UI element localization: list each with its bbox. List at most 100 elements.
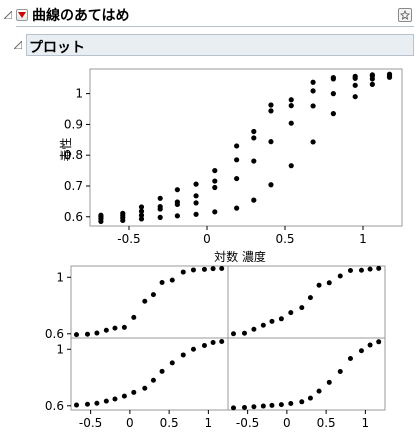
data-point xyxy=(174,187,180,193)
panel-data-point xyxy=(316,388,322,394)
data-point xyxy=(138,216,145,222)
panel-x-tick-label: -0.5 xyxy=(236,416,259,430)
panel-data-point xyxy=(337,273,343,279)
panel-data-point xyxy=(112,396,118,402)
panel-data-point xyxy=(347,355,353,361)
data-point xyxy=(193,193,199,199)
disclosure-triangle-icon[interactable] xyxy=(4,11,12,19)
panel-data-point xyxy=(131,314,137,320)
star-pin-icon[interactable] xyxy=(398,8,412,22)
panel-data-point xyxy=(84,331,90,337)
data-point xyxy=(193,200,199,206)
data-point xyxy=(251,197,257,203)
panel-data-point xyxy=(159,280,165,286)
panel-data-point xyxy=(73,402,79,408)
panel-data-point xyxy=(142,385,148,391)
x-axis-label: 対数 濃度 xyxy=(214,249,266,262)
data-point xyxy=(157,214,163,220)
panel-data-point xyxy=(201,266,207,272)
panel-data-point xyxy=(169,360,175,366)
report-header-underline xyxy=(16,26,414,27)
y-axis-label: 毒性 xyxy=(59,137,73,161)
panel-data-point xyxy=(73,332,79,338)
panel-data-point xyxy=(112,325,118,331)
y-tick-label: 0.9 xyxy=(64,117,83,131)
panel-data-point xyxy=(326,280,332,286)
panel-data-point xyxy=(180,352,186,358)
panel-data-point xyxy=(94,330,100,336)
panel-data-point xyxy=(241,330,247,336)
data-point xyxy=(352,82,358,88)
data-point xyxy=(193,211,199,217)
data-point xyxy=(352,94,358,100)
data-point xyxy=(138,212,145,218)
panel-scatter-chart: 0.610.61-0.5 0 0.5 1 -0.5 0 0.5 1 xyxy=(45,265,386,430)
panel-data-point xyxy=(376,339,382,345)
data-point xyxy=(212,184,218,191)
data-point xyxy=(98,218,104,224)
panel-data-point xyxy=(299,399,305,405)
x-tick-label: -0.5 xyxy=(117,232,140,246)
data-point xyxy=(157,204,163,210)
panel-data-point xyxy=(251,404,257,410)
panel-data-point xyxy=(169,277,175,283)
data-point xyxy=(268,108,274,114)
data-point xyxy=(234,157,240,163)
data-point xyxy=(251,128,257,135)
main-scatter-chart: -0.5 0 0.5 1 0.6 0.7 0.8 0.9 1 対数 濃度 毒性 xyxy=(59,68,403,262)
data-point xyxy=(310,88,316,94)
panel-data-point xyxy=(121,393,127,399)
panel-data-point xyxy=(337,368,343,374)
panel-data-point xyxy=(260,322,266,328)
data-point xyxy=(193,181,199,187)
data-point xyxy=(352,75,358,81)
section-title: プロット xyxy=(29,40,85,56)
data-point xyxy=(120,210,126,216)
data-point xyxy=(268,182,274,188)
data-point xyxy=(120,217,126,224)
panel-data-point xyxy=(299,305,305,311)
panel-data-point xyxy=(131,389,137,395)
panel-data-point xyxy=(278,402,284,408)
data-point xyxy=(369,76,375,82)
panel-data-point xyxy=(278,316,284,322)
data-point xyxy=(138,208,145,214)
data-point xyxy=(268,139,274,145)
data-point xyxy=(288,97,294,103)
data-point xyxy=(98,212,104,218)
panel-data-point xyxy=(103,398,109,404)
panel-data-point xyxy=(260,403,266,409)
panel-data-point xyxy=(84,401,90,407)
panel-data-point xyxy=(269,402,275,408)
data-point xyxy=(288,163,294,169)
data-point xyxy=(234,175,240,182)
data-point xyxy=(157,195,163,201)
panel-data-point xyxy=(326,379,332,385)
data-point xyxy=(174,199,180,205)
panel-y-tick-label: 1 xyxy=(56,270,64,284)
plot-frame xyxy=(89,68,403,227)
panel-y-tick-label: 0.6 xyxy=(45,399,64,413)
section-header xyxy=(14,34,26,56)
panel-data-point xyxy=(103,327,109,333)
panel-y-tick-label: 1 xyxy=(56,342,64,356)
panel-data-point xyxy=(210,340,216,346)
panel-data-point xyxy=(121,324,127,330)
panel-data-point xyxy=(269,318,275,324)
data-point xyxy=(330,91,336,97)
y-tick-label: 1 xyxy=(75,87,83,101)
red-triangle-menu-icon[interactable] xyxy=(16,9,28,21)
panel-data-point xyxy=(316,282,322,288)
disclosure-triangle-icon[interactable] xyxy=(14,41,22,49)
y-tick-label: 0.8 xyxy=(64,148,83,162)
panel-data-point xyxy=(307,295,313,301)
panel-x-tick-label: 1 xyxy=(362,416,370,430)
data-point xyxy=(251,158,257,164)
x-tick-label: 0.5 xyxy=(275,232,294,246)
panel-data-point xyxy=(376,265,382,271)
data-point xyxy=(330,76,336,82)
panel-data-point xyxy=(150,377,156,383)
data-point xyxy=(268,102,274,108)
data-point xyxy=(212,178,218,184)
panel-x-tick-label: 0.5 xyxy=(160,416,179,430)
